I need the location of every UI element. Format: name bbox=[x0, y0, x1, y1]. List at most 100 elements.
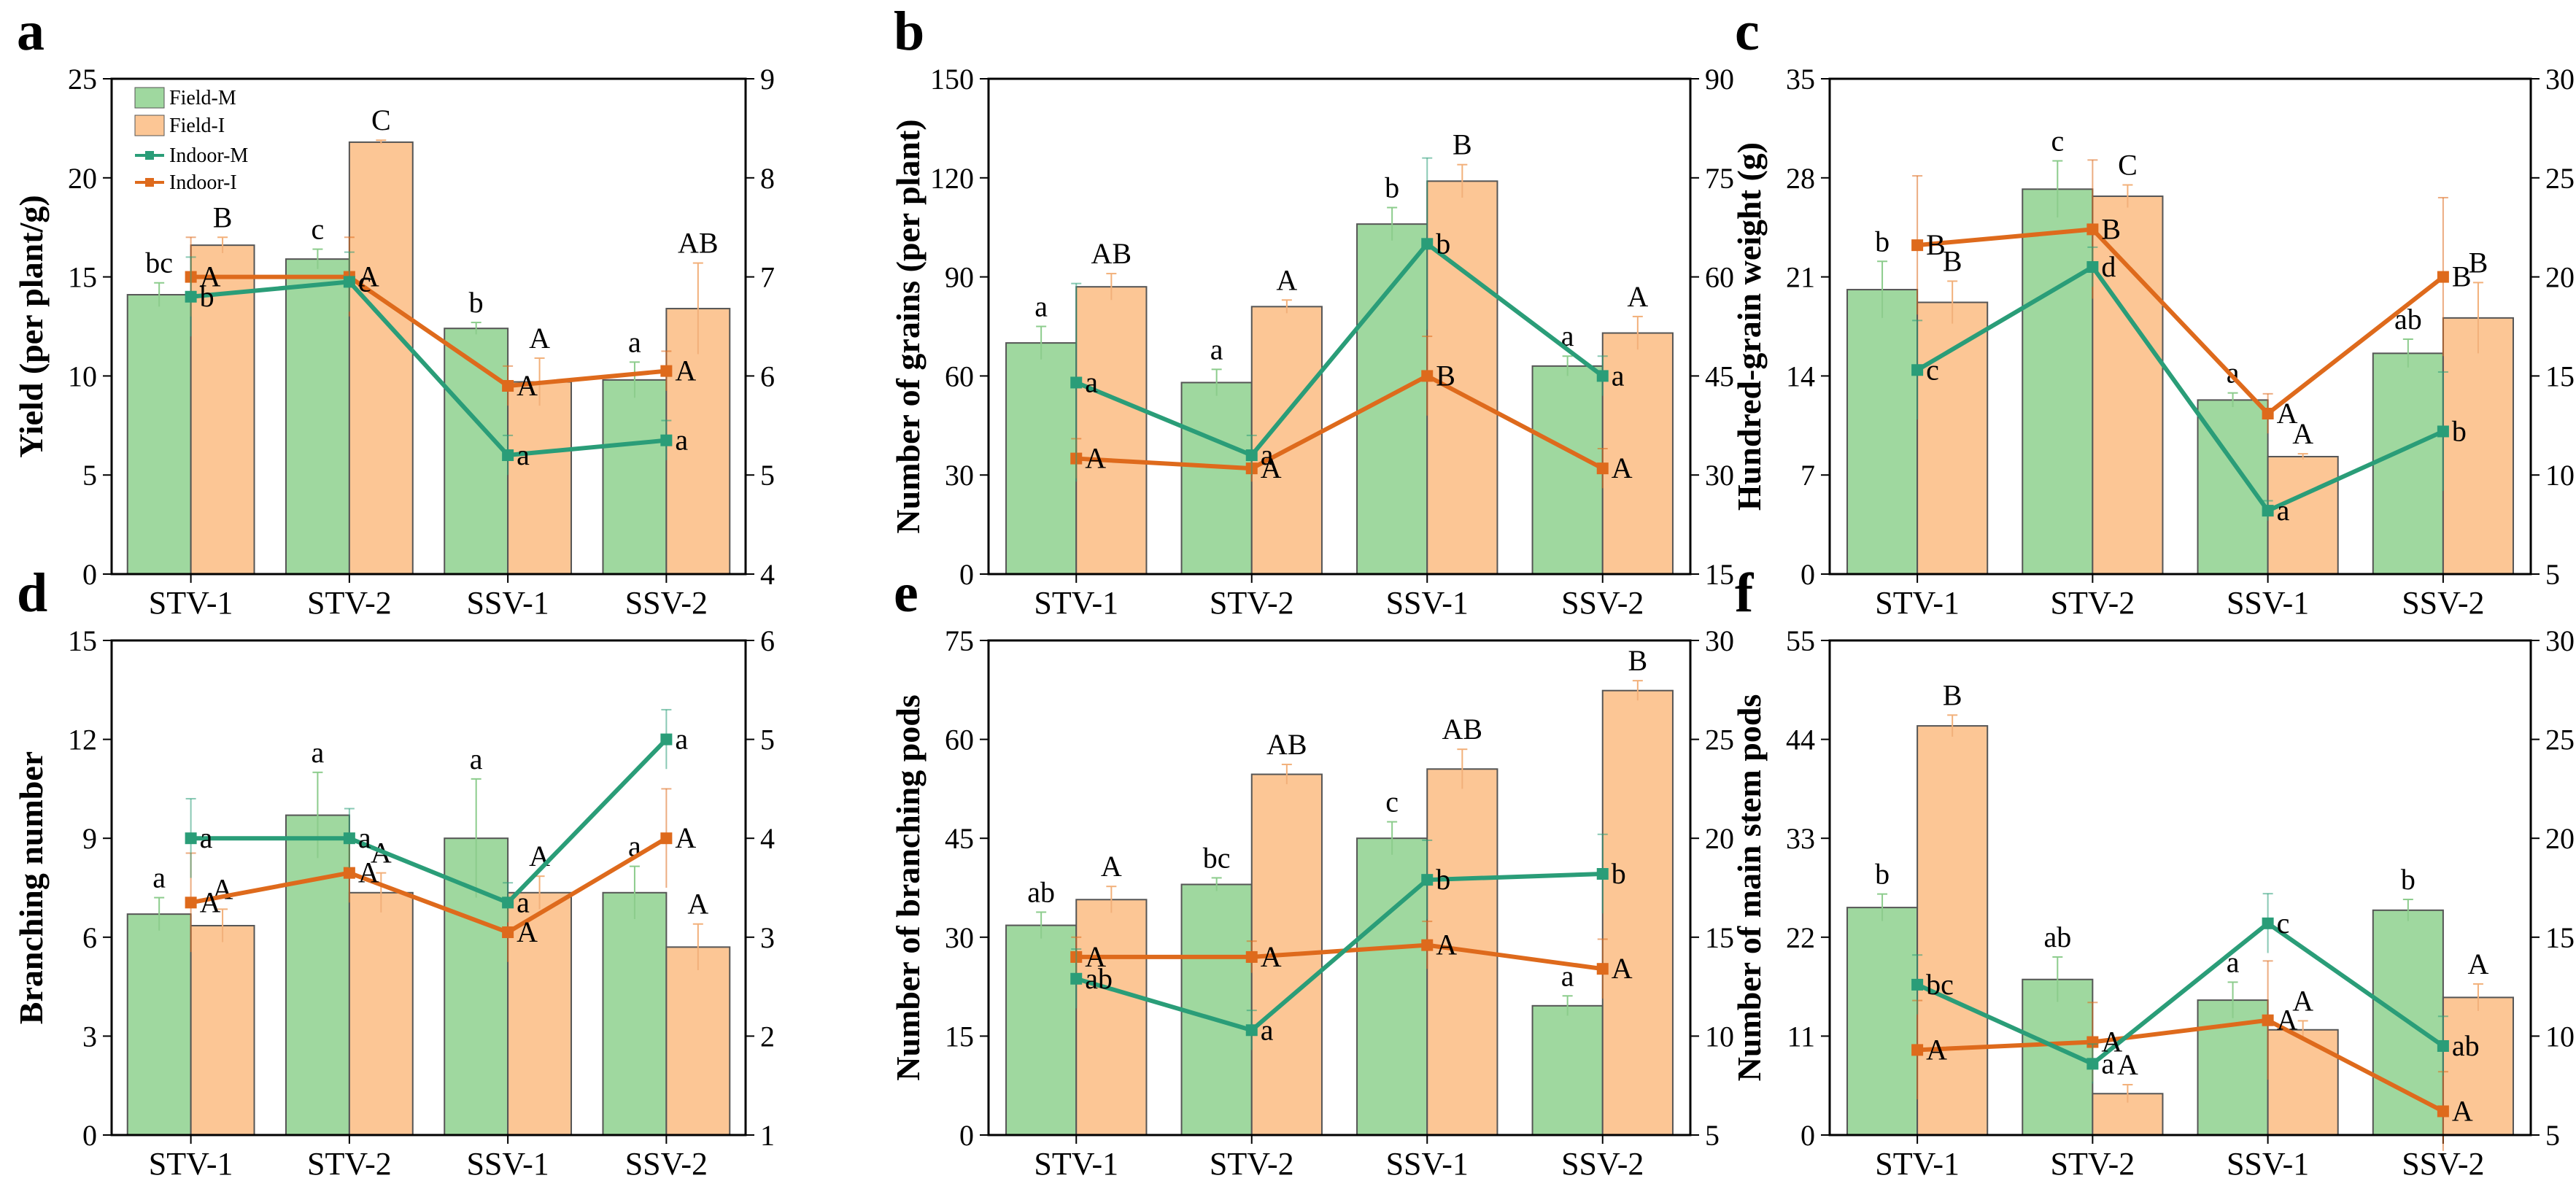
point-indoor-m bbox=[1070, 972, 1083, 985]
label-field-m: a bbox=[1561, 959, 1574, 992]
label-field-i: AB bbox=[1091, 237, 1132, 270]
label-field-i: A bbox=[1627, 280, 1648, 313]
label-indoor-m: a bbox=[2101, 1047, 2114, 1080]
point-indoor-i bbox=[2262, 408, 2274, 420]
bar-field-i bbox=[2442, 996, 2514, 1136]
label-field-m: bc bbox=[145, 247, 173, 279]
y-tick-label-left: 30 bbox=[945, 921, 974, 954]
series-line-indoor-i bbox=[1076, 373, 1604, 471]
label-indoor-i: A bbox=[2452, 1094, 2473, 1127]
point-indoor-i bbox=[502, 926, 514, 939]
label-indoor-m: a bbox=[1085, 365, 1098, 398]
bar-field-m bbox=[602, 379, 668, 575]
label-indoor-m: d bbox=[2101, 250, 2116, 283]
label-indoor-m: b bbox=[1436, 863, 1450, 896]
point-indoor-i bbox=[2086, 223, 2099, 236]
y-tick-label-right: 15 bbox=[2545, 921, 2575, 954]
label-indoor-i: A bbox=[1926, 1033, 1947, 1066]
y-axis-label: Number of branching pods bbox=[889, 694, 927, 1081]
label-indoor-m: c bbox=[358, 265, 371, 298]
label-indoor-i: A bbox=[358, 260, 379, 293]
label-indoor-i: A bbox=[1612, 452, 1633, 484]
label-field-i: B bbox=[1943, 244, 1962, 277]
point-indoor-i bbox=[1911, 1044, 1924, 1056]
point-indoor-m bbox=[185, 832, 197, 845]
x-tick-label: SSV-1 bbox=[2227, 585, 2309, 621]
label-indoor-i: A bbox=[1261, 940, 1282, 973]
y-tick-label-left: 25 bbox=[68, 63, 97, 96]
label-indoor-m: b bbox=[200, 280, 214, 313]
x-tick-label: SSV-2 bbox=[1561, 1146, 1644, 1182]
label-indoor-m: a bbox=[1612, 359, 1625, 392]
y-tick-label-left: 28 bbox=[1786, 162, 1815, 195]
y-axis-label: Hundred-grain weight (g) bbox=[1730, 142, 1768, 511]
point-indoor-i bbox=[185, 896, 197, 909]
y-tick-label-left: 150 bbox=[930, 63, 974, 96]
point-indoor-m bbox=[2086, 1058, 2099, 1070]
label-indoor-m: ab bbox=[1085, 962, 1113, 995]
point-indoor-i bbox=[660, 365, 673, 377]
label-indoor-m: a bbox=[2277, 494, 2290, 527]
label-field-m: c bbox=[1385, 786, 1399, 818]
series-line-indoor-i bbox=[1076, 942, 1604, 972]
legend-label-field-m: Field-M bbox=[169, 87, 236, 109]
point-indoor-i bbox=[1421, 939, 1434, 951]
label-field-i: A bbox=[687, 888, 708, 921]
legend-label-indoor-i: Indoor-I bbox=[169, 171, 237, 194]
x-tick-label: STV-2 bbox=[1210, 1146, 1294, 1182]
chart-panel-e: abASTV-1bcABSTV-2cABSSV-1aBSSV-2abAaAbAb… bbox=[889, 562, 1734, 1182]
x-tick-label: SSV-2 bbox=[2402, 1146, 2484, 1182]
label-indoor-i: B bbox=[2101, 212, 2121, 245]
bar-field-m bbox=[1531, 1004, 1604, 1136]
point-indoor-m bbox=[1596, 868, 1609, 880]
label-indoor-i: A bbox=[1612, 952, 1633, 985]
label-field-i: B bbox=[213, 201, 233, 233]
point-indoor-m bbox=[502, 449, 514, 462]
y-tick-label-left: 0 bbox=[1801, 1119, 1815, 1152]
label-field-m: a bbox=[1034, 290, 1048, 323]
point-indoor-m bbox=[502, 896, 514, 909]
label-indoor-m: b bbox=[1612, 857, 1626, 890]
y-tick-label-right: 25 bbox=[1705, 724, 1734, 756]
y-tick-label-right: 4 bbox=[760, 822, 775, 855]
series-line-indoor-i bbox=[1916, 227, 2445, 417]
x-tick-label: STV-2 bbox=[307, 585, 392, 621]
label-field-i: A bbox=[2467, 948, 2488, 980]
plot-frame bbox=[1828, 639, 2532, 1136]
plot-frame bbox=[987, 639, 1692, 1136]
label-indoor-m: b bbox=[1436, 227, 1450, 260]
point-indoor-i bbox=[660, 832, 673, 845]
label-indoor-m: a bbox=[675, 723, 688, 756]
series-line-indoor-i bbox=[1916, 1018, 2445, 1114]
point-indoor-i bbox=[2262, 1014, 2274, 1026]
plot-frame bbox=[110, 77, 747, 576]
point-indoor-m bbox=[1245, 1024, 1258, 1037]
label-field-m: a bbox=[1561, 319, 1574, 352]
label-indoor-i: A bbox=[1261, 452, 1282, 484]
point-indoor-m bbox=[660, 434, 673, 446]
bar-field-i bbox=[2267, 1029, 2339, 1136]
y-tick-label-left: 10 bbox=[68, 360, 97, 392]
panel-letter: b bbox=[894, 1, 924, 62]
x-tick-label: STV-1 bbox=[1875, 1146, 1960, 1182]
bar-field-m bbox=[1846, 907, 1919, 1136]
bar-field-i bbox=[507, 891, 573, 1136]
label-field-m: ab bbox=[2043, 921, 2071, 953]
x-tick-label: SSV-2 bbox=[2402, 585, 2484, 621]
label-field-m: ab bbox=[1027, 875, 1055, 908]
series-line-indoor-m bbox=[190, 737, 668, 905]
legend-swatch-field-i bbox=[134, 115, 165, 136]
point-indoor-i bbox=[2437, 1105, 2449, 1118]
bar-field-i bbox=[1075, 899, 1148, 1136]
y-tick-label-right: 4 bbox=[760, 558, 775, 591]
series-line-indoor-m bbox=[190, 279, 667, 458]
y-tick-label-left: 9 bbox=[82, 822, 97, 855]
y-tick-label-left: 5 bbox=[82, 459, 97, 492]
label-indoor-i: A bbox=[675, 821, 696, 854]
y-tick-label-left: 44 bbox=[1786, 724, 1815, 756]
label-indoor-m: c bbox=[2277, 907, 2290, 940]
panel-letter: e bbox=[894, 562, 918, 624]
x-tick-label: SSV-1 bbox=[1386, 585, 1469, 621]
label-field-i: C bbox=[2118, 149, 2138, 182]
